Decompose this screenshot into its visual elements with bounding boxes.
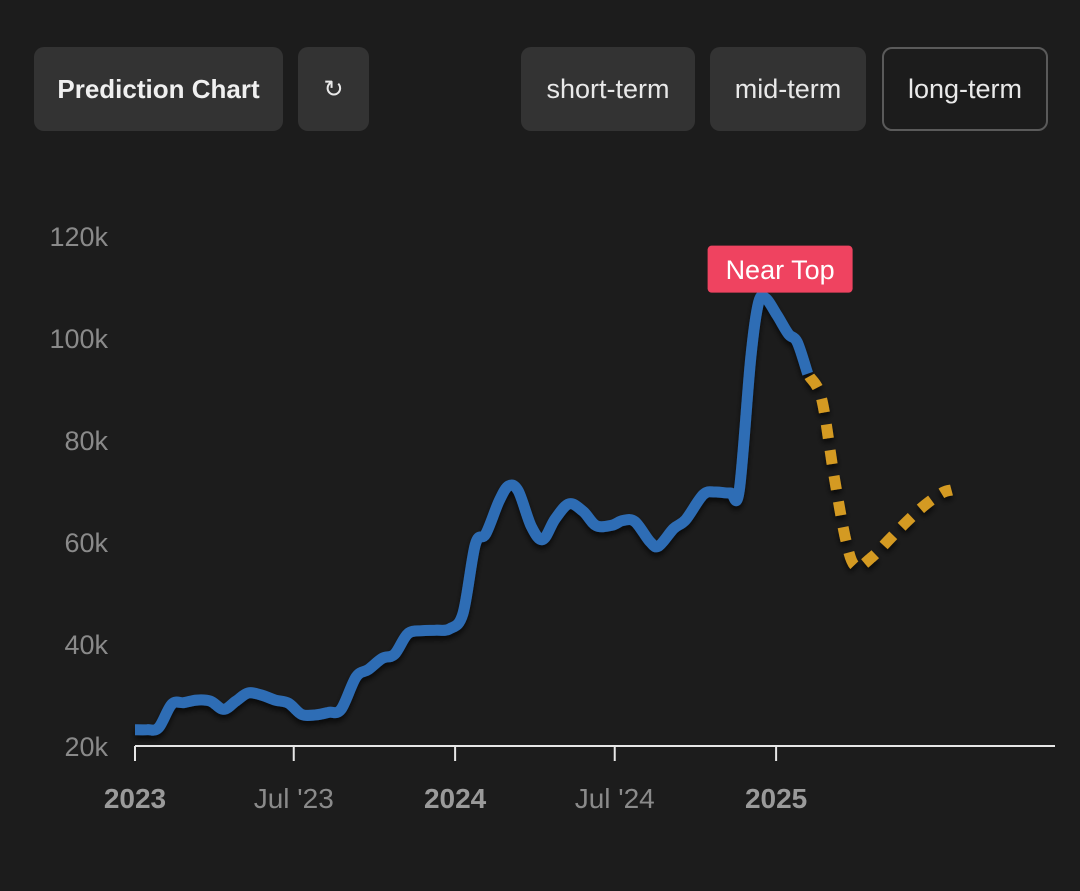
x-tick-label: 2023	[104, 783, 166, 814]
x-tick-label: Jul '23	[254, 783, 334, 814]
history-series-line	[134, 290, 813, 736]
short-term-button[interactable]: short-term	[521, 47, 695, 131]
refresh-button[interactable]: ↻	[298, 47, 369, 131]
y-tick-label: 120k	[49, 222, 108, 252]
x-tick-label: 2024	[424, 783, 487, 814]
prediction-chart-button[interactable]: Prediction Chart	[34, 47, 283, 131]
mid-term-button[interactable]: mid-term	[710, 47, 866, 131]
prediction-series-line	[804, 373, 953, 573]
badge-background	[707, 245, 853, 293]
long-term-button[interactable]: long-term	[882, 47, 1048, 131]
y-tick-label: 100k	[49, 324, 108, 354]
refresh-icon: ↻	[323, 75, 344, 103]
near-top-badge: Near Top	[707, 245, 853, 293]
x-tick-label: Jul '24	[575, 783, 655, 814]
chart-toolbar: Prediction Chart ↻ short-term mid-term l…	[0, 0, 1080, 150]
x-tick-label: 2025	[745, 783, 807, 814]
badge-label: Near Top	[726, 255, 835, 285]
y-tick-label: 80k	[64, 426, 108, 456]
y-tick-label: 40k	[64, 630, 108, 660]
y-tick-label: 60k	[64, 528, 108, 558]
y-tick-label: 20k	[64, 732, 108, 762]
